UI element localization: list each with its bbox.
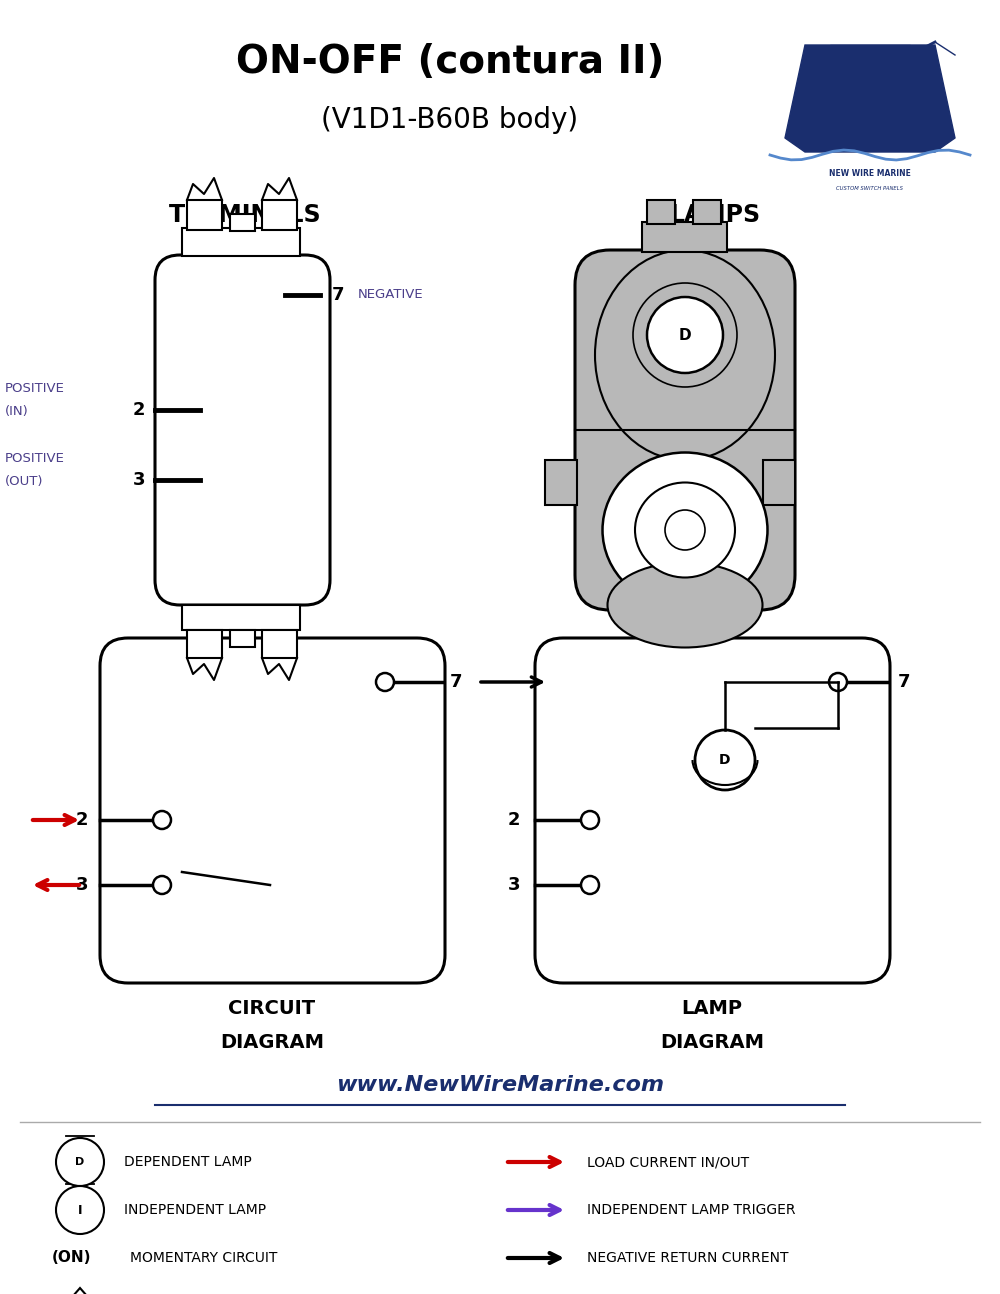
Ellipse shape xyxy=(602,453,768,607)
Bar xyxy=(545,459,577,505)
Text: (V1D1-B60B body): (V1D1-B60B body) xyxy=(321,106,579,135)
Bar xyxy=(647,201,675,224)
Circle shape xyxy=(153,811,171,829)
Text: (OUT): (OUT) xyxy=(5,475,44,489)
Circle shape xyxy=(581,876,599,894)
Bar xyxy=(187,201,222,230)
Text: DIAGRAM: DIAGRAM xyxy=(660,1033,764,1052)
Bar xyxy=(182,228,300,256)
Circle shape xyxy=(581,811,599,829)
Text: MOMENTARY CIRCUIT: MOMENTARY CIRCUIT xyxy=(130,1251,277,1266)
Circle shape xyxy=(695,730,755,791)
Text: NEW WIRE MARINE: NEW WIRE MARINE xyxy=(829,168,911,177)
Bar xyxy=(230,214,255,232)
FancyBboxPatch shape xyxy=(100,638,445,983)
Polygon shape xyxy=(785,138,955,151)
Ellipse shape xyxy=(595,250,775,459)
Bar xyxy=(763,459,795,505)
Polygon shape xyxy=(830,45,910,72)
Polygon shape xyxy=(785,45,955,138)
Circle shape xyxy=(829,673,847,691)
Text: D: D xyxy=(719,753,731,767)
Circle shape xyxy=(153,876,171,894)
Text: NEGATIVE RETURN CURRENT: NEGATIVE RETURN CURRENT xyxy=(587,1251,788,1266)
Text: LAMP: LAMP xyxy=(682,999,742,1017)
Bar xyxy=(262,630,297,659)
Circle shape xyxy=(56,1187,104,1234)
Text: 3: 3 xyxy=(132,471,145,489)
Text: TERMINALS: TERMINALS xyxy=(169,203,321,226)
FancyBboxPatch shape xyxy=(535,638,890,983)
Text: 3: 3 xyxy=(76,876,88,894)
Circle shape xyxy=(56,1137,104,1187)
Text: LAMPS: LAMPS xyxy=(669,203,761,226)
Circle shape xyxy=(376,673,394,691)
FancyBboxPatch shape xyxy=(575,250,795,609)
Text: 2: 2 xyxy=(76,811,88,829)
Bar xyxy=(187,630,222,659)
Text: ON-OFF (contura II): ON-OFF (contura II) xyxy=(236,43,664,82)
Text: 7: 7 xyxy=(450,673,462,691)
Ellipse shape xyxy=(608,563,763,647)
Text: CIRCUIT: CIRCUIT xyxy=(228,999,316,1017)
Text: D: D xyxy=(75,1157,85,1167)
Bar xyxy=(182,606,300,630)
Text: DIAGRAM: DIAGRAM xyxy=(220,1033,324,1052)
Text: 2: 2 xyxy=(508,811,520,829)
Text: NEGATIVE: NEGATIVE xyxy=(358,289,424,302)
Ellipse shape xyxy=(635,483,735,577)
Text: LOAD CURRENT IN/OUT: LOAD CURRENT IN/OUT xyxy=(587,1156,749,1168)
Text: www.NewWireMarine.com: www.NewWireMarine.com xyxy=(336,1075,664,1095)
Text: I: I xyxy=(78,1203,82,1216)
Circle shape xyxy=(665,510,705,550)
Circle shape xyxy=(647,298,723,373)
Text: (IN): (IN) xyxy=(5,405,29,418)
Text: (ON): (ON) xyxy=(52,1250,92,1266)
Text: 3: 3 xyxy=(508,876,520,894)
Text: 7: 7 xyxy=(898,673,910,691)
Bar xyxy=(642,223,727,252)
Bar xyxy=(230,630,255,647)
Text: POSITIVE: POSITIVE xyxy=(5,382,65,395)
FancyBboxPatch shape xyxy=(155,255,330,606)
Bar xyxy=(693,201,721,224)
Text: CUSTOM SWITCH PANELS: CUSTOM SWITCH PANELS xyxy=(836,185,903,190)
Polygon shape xyxy=(52,1288,108,1294)
Text: INDEPENDENT LAMP: INDEPENDENT LAMP xyxy=(124,1203,266,1216)
Text: 7: 7 xyxy=(332,286,344,304)
Text: DEPENDENT LAMP: DEPENDENT LAMP xyxy=(124,1156,252,1168)
Text: INDEPENDENT LAMP TRIGGER: INDEPENDENT LAMP TRIGGER xyxy=(587,1203,796,1216)
Text: 2: 2 xyxy=(132,401,145,419)
Text: D: D xyxy=(679,327,691,343)
Bar xyxy=(262,201,297,230)
Text: POSITIVE: POSITIVE xyxy=(5,452,65,465)
